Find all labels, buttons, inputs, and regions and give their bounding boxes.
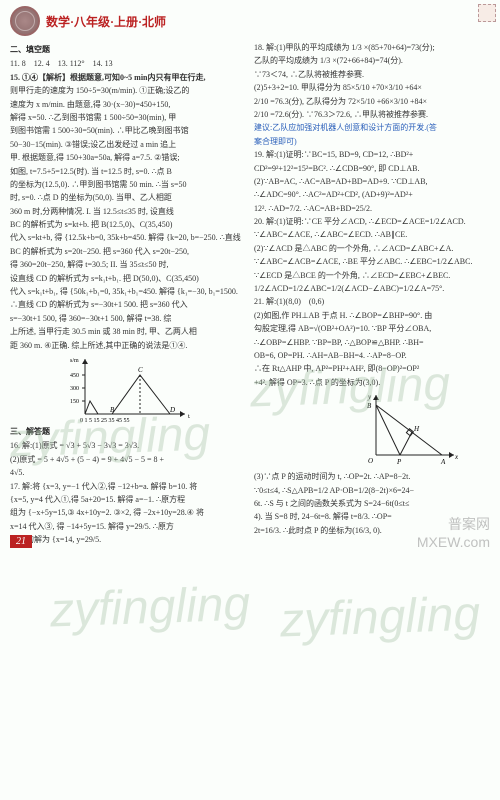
q15-l10: 360 m 时,分两种情况. I. 当 12.5≤t≤35 时, 设直线 [10, 206, 246, 218]
q19-5: 12². ∴AD=7/2. ∴AC=AB+BD=25/2. [254, 203, 490, 215]
svg-text:t/min: t/min [188, 414, 190, 420]
q21-8: (3)∵点 P 的运动时间为 t, ∴OP=2t. ∴AP=8−2t. [254, 471, 490, 483]
q20-5: ∵∠ECD 是△BCE 的一个外角, ∴∠ECD=∠EBC+∠BEC. [254, 270, 490, 282]
q20-1: 20. 解:(1)证明:∵CE 平分∠ACD, ∴∠ECD=∠ACE=1/2∠A… [254, 216, 490, 228]
q15-l14: 得 360=20t−250, 解得 t=30.5; II. 当 35≤t≤50 … [10, 259, 246, 271]
header-title: 数学·八年级·上册·北师 [46, 13, 166, 30]
q15-l12: 代入 s=kt+b, 得 {12.5k+b=0, 35k+b=450. 解得 {… [10, 232, 246, 244]
section-solve: 三、解答题 [10, 426, 246, 438]
q20-6: 1/2∠ACD=1/2∠ABC=1/2(∠ACD−∠ABC)=1/2∠A=75°… [254, 283, 490, 295]
q21-figure-svg: x y O B P A H [364, 391, 459, 469]
corner-decoration [478, 4, 496, 22]
q15-l13: BC 的解析式为 s=20t−250. 把 s=360 代入 s=20t−250… [10, 246, 246, 258]
svg-text:300: 300 [70, 386, 79, 392]
watermark-4: zyfingling [279, 587, 481, 649]
q21-5: OB=6, OP=PH. ∴AH=AB−BH=4. ∴AP=8−OP. [254, 350, 490, 362]
q21-figure: x y O B P A H [364, 391, 490, 469]
q20-2: ∵∠ABC=∠ACE, ∴∠ABC=∠ECD. ∴AB∥CE. [254, 229, 490, 241]
q15-head-text: 15. ①④【解析】根据题意,可知0~5 min内只有甲在行走, [10, 73, 206, 82]
q18-7: 建议:乙队应加强对机器人创意和设计方面的开发.(答 [254, 122, 490, 134]
q16-3: 4√5. [10, 467, 246, 479]
q20-4: ∵∠ABC=∠ACB=∠ACE, ∴BE 平分∠ABC. ∴∠EBC=1/2∠A… [254, 256, 490, 268]
q17-1: 17. 解:将 {x=3, y=−1 代入②,得 −12+b=a. 解得 b=1… [10, 481, 246, 493]
q18-2: 乙队的平均成绩为 1/3 ×(72+66+84)=74(分). [254, 55, 490, 67]
q15-l2: 速度为 x m/min. 由题意,得 30·(x−30)=450+150, [10, 99, 246, 111]
content-columns: 二、填空题 11. 8 12. 4 13. 112° 14. 13 15. ①④… [10, 42, 490, 548]
q18-1: 18. 解:(1)甲队的平均成绩为 1/3 ×(85+70+64)=73(分); [254, 42, 490, 54]
svg-text:0 1 5 15 25 35 45 55: 0 1 5 15 25 35 45 55 [80, 418, 130, 424]
q15-chart: t/min s/m 0 1 5 15 25 35 45 55 150 300 4… [70, 354, 246, 424]
right-column: 18. 解:(1)甲队的平均成绩为 1/3 ×(85+70+64)=73(分);… [254, 42, 490, 548]
q18-8: 案合理即可) [254, 136, 490, 148]
footer-watermark: 普案网 MXEW.com [417, 514, 490, 550]
q21-6: ∴在 Rt△AHP 中, AP²=PH²+AH², 即(8−OP)²=OP² [254, 363, 490, 375]
q15-head: 15. ①④【解析】根据题意,可知0~5 min内只有甲在行走, [10, 72, 246, 84]
q15-l3: 解得 x=50. ∴乙到图书馆需 1 500÷50=30(min), 甲 [10, 112, 246, 124]
q15-l5: 50−30−15(min). ③错误;设乙出发经过 a min 追上 [10, 139, 246, 151]
q15-l20: 距 360 m. ④正确. 综上所述,其中正确的说法是①④. [10, 340, 246, 352]
svg-text:y: y [367, 393, 372, 401]
q15-chart-svg: t/min s/m 0 1 5 15 25 35 45 55 150 300 4… [70, 354, 190, 424]
section-fill: 二、填空题 [10, 44, 246, 56]
q18-5: 2/10 =76.3(分), 乙队得分为 72×5/10 +66×3/10 +8… [254, 96, 490, 108]
left-column: 二、填空题 11. 8 12. 4 13. 112° 14. 13 15. ①④… [10, 42, 246, 548]
q18-3: ∵73＜74, ∴乙队将被推荐参赛. [254, 69, 490, 81]
svg-text:s/m: s/m [70, 358, 79, 364]
svg-text:O: O [368, 457, 373, 465]
q15-l9: 时, s=0. ∴点 D 的坐标为(50,0). 当甲、乙人相距 [10, 192, 246, 204]
fill-answers: 11. 8 12. 4 13. 112° 14. 13 [10, 58, 246, 70]
page: 数学·八年级·上册·北师 二、填空题 11. 8 12. 4 13. 112° … [0, 0, 500, 554]
q16-1: 16. 解:(1)原式 = √3 + 5√3 − 3√3 = 3√3. [10, 440, 246, 452]
q15-l17: ∴直线 CD 的解析式为 s=−30t+1 500. 把 s=360 代入 [10, 299, 246, 311]
q17-3: 组为 {−x+5y=15,③ 4x+10y=2. ③×2, 得 −2x+10y=… [10, 507, 246, 519]
q16-2: (2)原式 = 5 + 4√5 + (5 − 4) = 9 + 4√5 − 5 … [10, 454, 246, 466]
header: 数学·八年级·上册·北师 [10, 6, 490, 36]
q15-l6: 甲. 根据题意,得 150+30a=50a, 解得 a=7.5. ②错误; [10, 152, 246, 164]
svg-text:P: P [396, 458, 402, 466]
q19-1: 19. 解:(1)证明:∵BC=15, BD=9, CD=12, ∴BD²+ [254, 149, 490, 161]
svg-text:450: 450 [70, 373, 79, 379]
q20-3: (2)∵∠ACD 是△ABC 的一个外角, ∴∠ACD=∠ABC+∠A. [254, 243, 490, 255]
q21-3: 勾股定理,得 AB=√(OB²+OA²)=10. ∵BP 平分∠OBA, [254, 323, 490, 335]
q19-2: CD²=9²+12²=15²=BC². ∴∠CDB=90°, 即 CD⊥AB. [254, 163, 490, 175]
q18-6: 2/10 =72.6(分). ∵76.3＞72.6, ∴甲队将被推荐参赛. [254, 109, 490, 121]
q15-l19: 上所述, 当甲行走 30.5 min 或 38 min 时, 甲、乙两人相 [10, 326, 246, 338]
svg-text:B: B [110, 406, 115, 414]
q17-4: x=14 代入③, 得 −14+5y=15. 解得 y=29/5. ∴原方 [10, 521, 246, 533]
page-number: 21 [10, 535, 32, 548]
q19-4: ∴∠ADC=90°. ∴AC²=AD²+CD², (AD+9)²=AD²+ [254, 189, 490, 201]
q15-l7: 如图, t=7.5+5=12.5(时). 当 t=12.5 时, s=0. ∴点… [10, 166, 246, 178]
q21-10: 6t. ∴S 与 t 之间的函数关系式为 S=24−6t(0≤t≤ [254, 498, 490, 510]
q15-l15: 设直线 CD 的解析式为 s=k₁t+b₁. 把 D(50,0)、C(35,45… [10, 273, 246, 285]
q15-l11: BC 的解析式为 s=kt+b. 把 B(12.5,0)、C(35,450) [10, 219, 246, 231]
q15-l4: 到图书馆需 1 500÷30=50(min). ∴甲比乙晚到图书馆 [10, 125, 246, 137]
q21-4: ∴∠OBP=∠HBP. ∵BP=BP, ∴△BOP≌△BHP. ∴BH= [254, 337, 490, 349]
q21-7: +4². 解得 OP=3. ∴点 P 的坐标为(3,0). [254, 377, 490, 389]
svg-text:C: C [138, 366, 143, 374]
svg-text:B: B [367, 402, 372, 410]
svg-text:D: D [169, 406, 175, 414]
q21-2: (2)如图,作 PH⊥AB 于点 H. ∴∠BOP=∠BHP=90°. 由 [254, 310, 490, 322]
q15-l8: 的坐标为(12.5,0). ∴甲到图书馆需 50 min. ∴当 s=50 [10, 179, 246, 191]
logo-icon [10, 6, 40, 36]
q21-1: 21. 解:(1)(8,0) (0,6) [254, 296, 490, 308]
q15-l16: 代入 s=k₁t+b₁, 得 {50k₁+b₁=0, 35k₁+b₁=450. … [10, 286, 246, 298]
q17-5: 程组的解为 {x=14, y=29/5. [10, 534, 246, 546]
q21-9: ∵0≤t≤4, ∴S△APB=1/2 AP·OB=1/2(8−2t)×6=24− [254, 485, 490, 497]
svg-text:150: 150 [70, 399, 79, 405]
q17-2: {x=5, y=4 代入①,得 5a+20=15. 解得 a=−1. ∴原方程 [10, 494, 246, 506]
q15-l18: s=−30t+1 500, 得 360=−30t+1 500, 解得 t=38.… [10, 313, 246, 325]
svg-text:H: H [413, 425, 420, 433]
watermark-3: zyfingling [49, 577, 251, 639]
q19-3: (2)∵AB=AC, ∴AC=AB=AD+BD=AD+9. ∵CD⊥AB, [254, 176, 490, 188]
q15-l1: 则甲行走的速度为 150÷5=30(m/min). ①正确;设乙的 [10, 85, 246, 97]
q18-4: (2)5+3+2=10. 甲队得分为 85×5/10 +70×3/10 +64× [254, 82, 490, 94]
svg-text:x: x [454, 453, 459, 461]
svg-text:A: A [440, 458, 446, 466]
page-number-box: 21 [10, 535, 32, 548]
